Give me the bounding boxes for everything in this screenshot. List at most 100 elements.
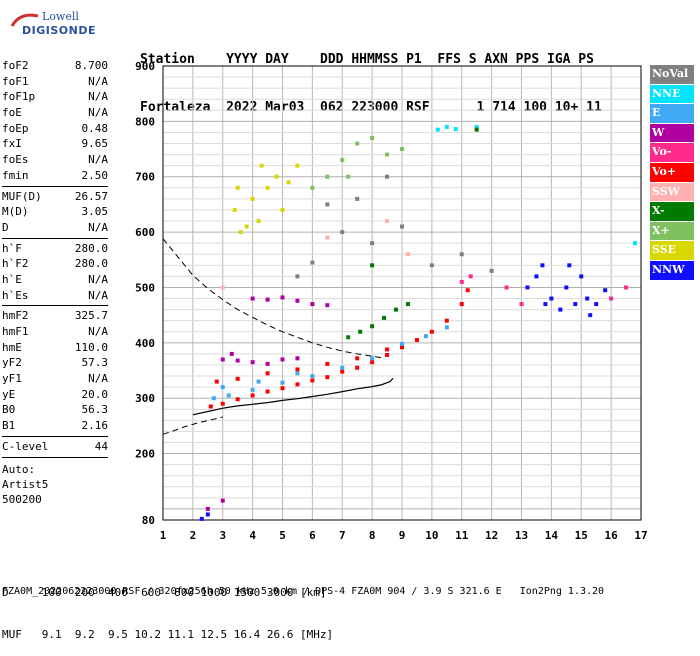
echo-point-e	[423, 334, 428, 339]
param-key: h`F2	[2, 257, 29, 271]
param-row: foEp 0.48	[2, 121, 108, 137]
param-value: 9.65	[81, 137, 109, 151]
echo-point-vo-	[370, 360, 375, 365]
echo-point-noval	[370, 241, 375, 246]
param-value: N/A	[88, 74, 108, 88]
echo-point-x-	[370, 135, 375, 140]
x-tick-label: 13	[515, 529, 528, 542]
echo-point-nnw	[199, 516, 204, 521]
echo-point-sse	[250, 196, 255, 201]
echo-point-ssw	[405, 252, 410, 257]
echo-point-e	[295, 371, 300, 376]
param-key: yE	[2, 387, 16, 401]
param-row: M(D) 3.05	[2, 204, 108, 220]
echo-point-nnw	[549, 296, 554, 301]
echo-point-nne	[474, 124, 479, 129]
x-tick-label: 14	[545, 529, 559, 542]
param-key: fmin	[2, 168, 29, 182]
param-key: B1	[2, 419, 16, 433]
echo-point-x-	[340, 158, 345, 163]
param-key: hmF2	[2, 309, 29, 323]
echo-point-noval	[429, 263, 434, 268]
echo-point-vo-	[459, 302, 464, 307]
echo-point-vo-	[310, 378, 315, 383]
param-row: h`F 280.0	[2, 241, 108, 257]
echo-point-vo-	[385, 347, 390, 352]
echo-point-sse	[295, 163, 300, 168]
y-tick-label: 700	[135, 171, 155, 184]
echo-point-nne	[633, 241, 638, 246]
echo-point-w	[235, 358, 240, 363]
echo-point-sse	[232, 207, 237, 212]
echo-point-ssw	[325, 235, 330, 240]
echo-point-sse	[235, 185, 240, 190]
param-key: h`E	[2, 272, 22, 286]
param-row: yF2 57.3	[2, 355, 108, 371]
param-row: yF1 N/A	[2, 371, 108, 387]
echo-point-noval	[310, 260, 315, 265]
legend-item-noval: NoVal	[650, 65, 694, 85]
echo-point-w	[229, 351, 234, 356]
plot-frame	[162, 65, 642, 521]
param-value: 2.50	[81, 168, 109, 182]
echo-point-vo-	[340, 369, 345, 374]
param-key: hmF1	[2, 325, 29, 338]
echo-point-noval	[340, 230, 345, 235]
x-tick-label: 11	[455, 529, 469, 542]
muf-footer: D 100 200 400 600 800 1000 1500 3000 [km…	[2, 558, 333, 656]
param-row: C-level 44	[2, 439, 108, 455]
y-tick-label: 200	[135, 448, 155, 461]
echo-point-vo-	[504, 285, 509, 290]
param-row: hmE 110.0	[2, 340, 108, 356]
y-tick-label: 800	[135, 115, 155, 128]
x-tick-label: 9	[399, 529, 406, 542]
param-value: N/A	[88, 372, 108, 386]
echo-point-vo-	[220, 401, 225, 406]
echo-point-sse	[265, 185, 270, 190]
echo-point-vo-	[208, 404, 213, 409]
param-value: N/A	[88, 153, 108, 167]
param-value: 20.0	[81, 387, 109, 401]
param-row: B1 2.16	[2, 418, 108, 434]
echo-point-w	[310, 302, 315, 307]
echo-point-vo-	[235, 376, 240, 381]
param-value: 44	[94, 439, 108, 453]
legend-item-x-: X+	[650, 221, 694, 242]
echo-point-sse	[274, 174, 279, 179]
echo-point-nnw	[564, 285, 569, 290]
param-value: N/A	[88, 106, 108, 120]
echo-point-nnw	[588, 313, 593, 318]
echo-point-vo-	[235, 397, 240, 402]
echo-point-w	[250, 360, 255, 365]
param-row: D N/A	[2, 220, 108, 236]
param-row: foE N/A	[2, 105, 108, 121]
echo-point-vo-	[325, 361, 330, 366]
echo-point-x-	[385, 152, 390, 157]
echo-point-nnw	[579, 274, 584, 279]
echo-point-vo-	[250, 393, 255, 398]
x-tick-label: 3	[219, 529, 226, 542]
x-tick-label: 6	[309, 529, 316, 542]
param-row: h`F2 280.0	[2, 256, 108, 272]
echo-point-vo-	[624, 285, 629, 290]
echo-point-e	[370, 356, 375, 361]
param-value: 56.3	[81, 403, 109, 417]
x-tick-label: 7	[339, 529, 346, 542]
param-key: M(D)	[2, 205, 29, 219]
param-row: hmF2 325.7	[2, 308, 108, 324]
echo-point-x-	[405, 302, 410, 307]
echo-point-sse	[238, 230, 243, 235]
x-tick-label: 1	[160, 529, 167, 542]
param-row: foF2 8.700	[2, 58, 108, 74]
param-value: 26.57	[74, 189, 108, 203]
echo-point-e	[340, 365, 345, 370]
legend-item-e: E	[650, 104, 694, 124]
echo-point-nnw	[567, 263, 572, 268]
y-tick-label: 500	[135, 281, 155, 294]
x-tick-label: 4	[249, 529, 256, 542]
echo-point-x-	[394, 307, 399, 312]
echo-point-nnw	[585, 296, 590, 301]
echo-point-nne	[444, 124, 449, 129]
param-value: N/A	[88, 90, 108, 104]
echo-point-x-	[355, 141, 360, 146]
